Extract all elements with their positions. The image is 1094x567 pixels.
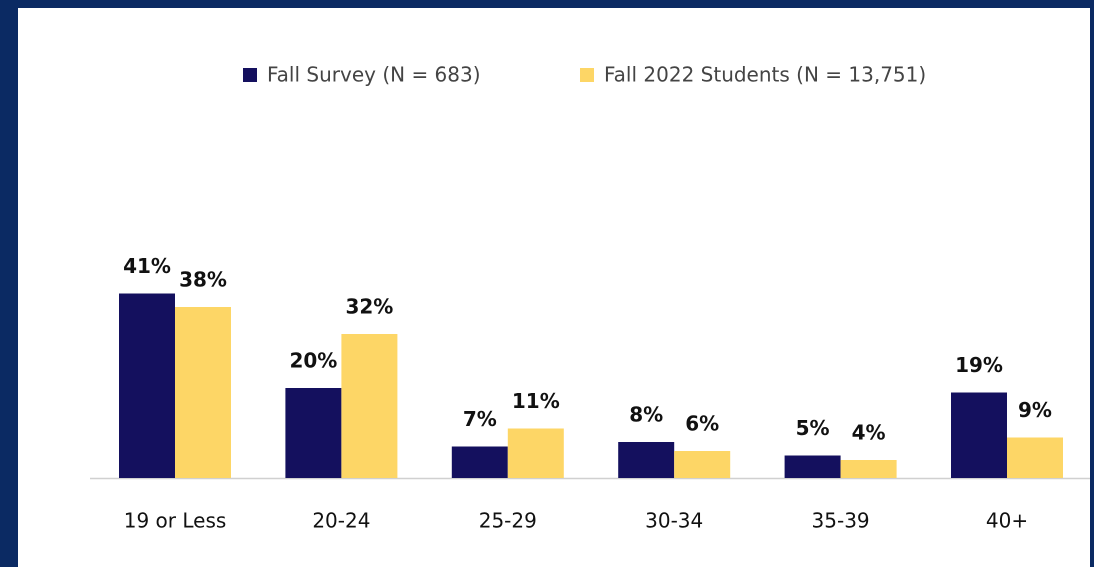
data-label: 6% xyxy=(685,412,719,436)
data-label: 7% xyxy=(463,407,497,431)
x-tick-label: 20-24 xyxy=(312,509,370,533)
legend-swatch xyxy=(243,68,257,82)
data-label: 38% xyxy=(179,268,227,292)
data-label: 41% xyxy=(123,254,171,278)
x-tick-label: 19 or Less xyxy=(124,509,227,533)
legend-swatch xyxy=(580,68,594,82)
bar xyxy=(784,455,841,478)
x-tick-label: 35-39 xyxy=(812,509,870,533)
data-label: 5% xyxy=(796,416,830,440)
legend-label: Fall 2022 Students (N = 13,751) xyxy=(604,63,926,87)
data-label: 8% xyxy=(629,403,663,427)
bar xyxy=(175,307,231,478)
bar xyxy=(618,442,675,478)
data-label: 4% xyxy=(852,421,886,445)
bar xyxy=(285,388,342,478)
x-tick-label: 40+ xyxy=(986,509,1028,533)
bar xyxy=(507,428,564,478)
bar xyxy=(451,446,508,478)
bar xyxy=(674,451,731,478)
bar xyxy=(951,392,1007,478)
data-label: 32% xyxy=(345,295,393,319)
data-label: 9% xyxy=(1018,398,1052,422)
legend-label: Fall Survey (N = 683) xyxy=(267,63,481,87)
data-label: 11% xyxy=(512,389,560,413)
data-label: 19% xyxy=(955,353,1003,377)
x-tick-label: 30-34 xyxy=(645,509,703,533)
bar xyxy=(341,334,398,478)
bar xyxy=(119,293,175,478)
data-label: 20% xyxy=(289,349,337,373)
x-tick-label: 25-29 xyxy=(479,509,537,533)
bar xyxy=(840,460,897,478)
bar xyxy=(1007,437,1063,478)
